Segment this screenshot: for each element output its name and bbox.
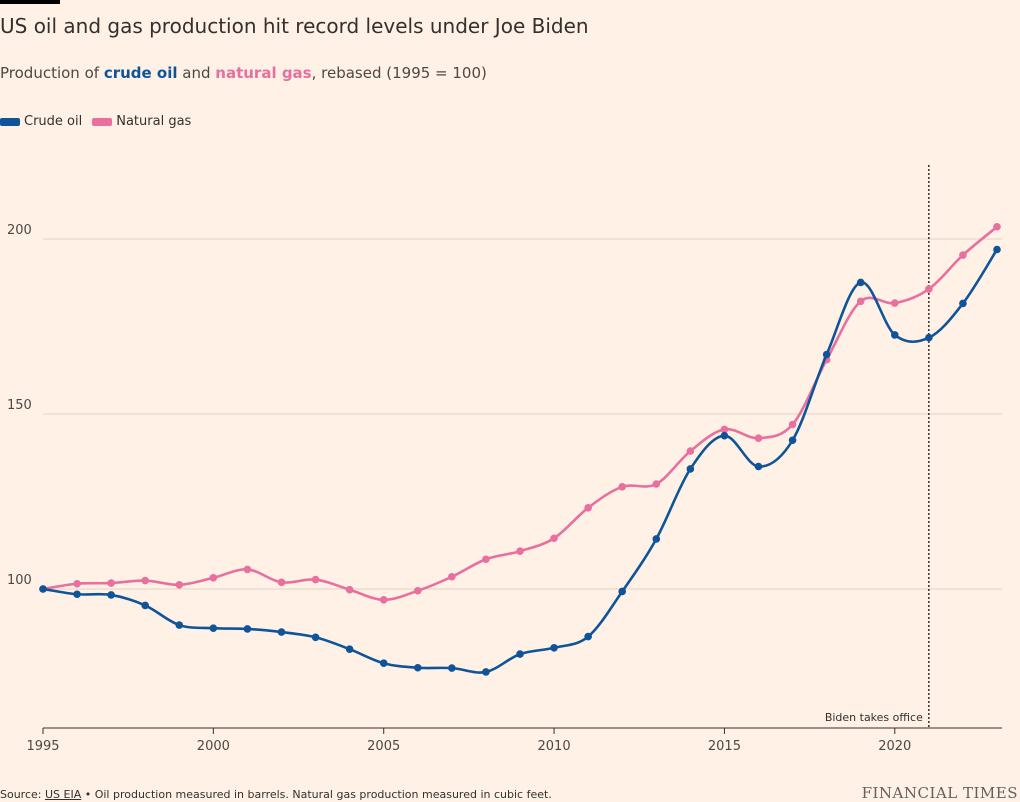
ft-logo: FINANCIAL TIMES (861, 784, 1018, 802)
x-tick-label-2000: 2000 (197, 739, 230, 754)
data-point-natural-gas-2004 (345, 585, 354, 594)
data-point-crude-oil-2004 (345, 645, 354, 653)
data-point-crude-oil-2006 (413, 663, 422, 672)
data-point-crude-oil-2007 (448, 664, 456, 672)
chart-subtitle: Production of crude oil and natural gas,… (0, 64, 487, 82)
data-point-crude-oil-2008 (482, 668, 490, 676)
data-point-natural-gas-2002 (277, 578, 286, 587)
x-tick-label-1995: 1995 (26, 739, 59, 754)
data-point-crude-oil-2022 (959, 299, 967, 308)
data-point-natural-gas-1997 (107, 579, 115, 587)
data-point-crude-oil-2017 (788, 436, 797, 445)
data-point-natural-gas-2008 (482, 555, 490, 564)
data-point-crude-oil-2019 (856, 278, 865, 287)
data-point-crude-oil-1997 (107, 591, 115, 599)
x-tick-label-2010: 2010 (538, 739, 571, 754)
data-point-natural-gas-2020 (890, 299, 899, 307)
data-point-crude-oil-1999 (175, 621, 184, 629)
data-point-natural-gas-2001 (243, 565, 252, 574)
data-point-natural-gas-2021 (925, 285, 933, 293)
data-point-natural-gas-1999 (175, 581, 184, 589)
chart-title: US oil and gas production hit record lev… (0, 14, 589, 38)
data-point-natural-gas-2009 (516, 547, 524, 555)
data-point-natural-gas-1996 (73, 579, 81, 588)
data-point-natural-gas-2000 (209, 574, 218, 582)
data-point-crude-oil-2002 (277, 628, 286, 636)
data-point-crude-oil-2020 (890, 331, 899, 339)
data-point-natural-gas-2010 (550, 534, 558, 543)
source-note: Source: US EIA • Oil production measured… (0, 788, 552, 801)
data-point-crude-oil-1998 (141, 601, 150, 610)
data-point-natural-gas-2011 (584, 504, 592, 512)
data-point-natural-gas-2006 (413, 586, 422, 595)
x-tick-label-2005: 2005 (367, 739, 400, 754)
data-point-natural-gas-2007 (448, 572, 456, 581)
top-accent-bar (0, 0, 60, 4)
subtitle-natural-gas: natural gas (215, 64, 312, 82)
y-tick-label-150: 150 (7, 398, 32, 413)
data-point-crude-oil-2010 (550, 644, 558, 652)
data-point-natural-gas-2003 (311, 575, 320, 584)
subtitle-and: and (177, 64, 216, 82)
annotation-label: Biden takes office (825, 711, 923, 724)
data-point-crude-oil-2001 (243, 625, 252, 633)
x-tick-label-2020: 2020 (878, 739, 911, 754)
data-point-natural-gas-2014 (686, 447, 695, 455)
chart-legend: Crude oil Natural gas (0, 114, 201, 129)
data-point-crude-oil-1995 (39, 585, 47, 593)
subtitle-suffix: , rebased (1995 = 100) (311, 64, 487, 82)
line-chart: 100 150 200 1995 2000 2005 2010 2015 2020 Biden t… (7, 165, 1002, 754)
data-point-crude-oil-2014 (686, 465, 695, 473)
series-line-crude-oil (42, 248, 999, 674)
y-tick-label-200: 200 (7, 223, 32, 238)
data-point-natural-gas-2022 (959, 251, 967, 259)
data-point-natural-gas-2005 (379, 596, 388, 604)
data-point-natural-gas-2012 (618, 483, 627, 491)
data-point-crude-oil-2016 (754, 462, 763, 471)
data-point-crude-oil-2012 (618, 587, 627, 596)
data-point-natural-gas-2013 (652, 480, 661, 488)
legend-label-natural-gas: Natural gas (116, 114, 192, 129)
series-line-natural-gas (42, 225, 998, 602)
y-tick-label-100: 100 (7, 573, 32, 588)
data-point-natural-gas-2023 (993, 222, 1001, 231)
data-point-natural-gas-2017 (788, 420, 797, 429)
source-description: • Oil production measured in barrels. Na… (81, 788, 552, 801)
data-point-crude-oil-1996 (73, 590, 81, 599)
data-point-crude-oil-2013 (652, 535, 661, 543)
data-point-natural-gas-2019 (856, 297, 865, 306)
data-point-natural-gas-1998 (141, 576, 150, 585)
legend-item-crude-oil: Crude oil (0, 114, 82, 129)
data-point-crude-oil-2021 (925, 333, 933, 342)
source-link[interactable]: US EIA (44, 788, 82, 801)
x-tick-label-2015: 2015 (708, 739, 741, 754)
legend-swatch-natural-gas (92, 117, 113, 126)
data-point-crude-oil-2000 (209, 624, 218, 632)
subtitle-crude-oil: crude oil (103, 64, 178, 82)
legend-swatch-crude-oil (0, 117, 20, 126)
data-point-crude-oil-2023 (993, 245, 1001, 254)
subtitle-prefix: Production of (0, 64, 104, 82)
data-point-crude-oil-2011 (584, 632, 592, 641)
data-point-natural-gas-2016 (754, 434, 763, 442)
data-point-natural-gas-2015 (720, 425, 729, 434)
data-point-crude-oil-2018 (822, 350, 831, 359)
data-point-crude-oil-2015 (720, 431, 729, 440)
source-prefix: Source: (0, 788, 45, 801)
data-point-crude-oil-2003 (311, 633, 320, 642)
data-point-crude-oil-2009 (516, 650, 524, 658)
legend-label-crude-oil: Crude oil (24, 114, 83, 129)
legend-item-natural-gas: Natural gas (92, 114, 191, 129)
data-point-crude-oil-2005 (379, 659, 388, 667)
